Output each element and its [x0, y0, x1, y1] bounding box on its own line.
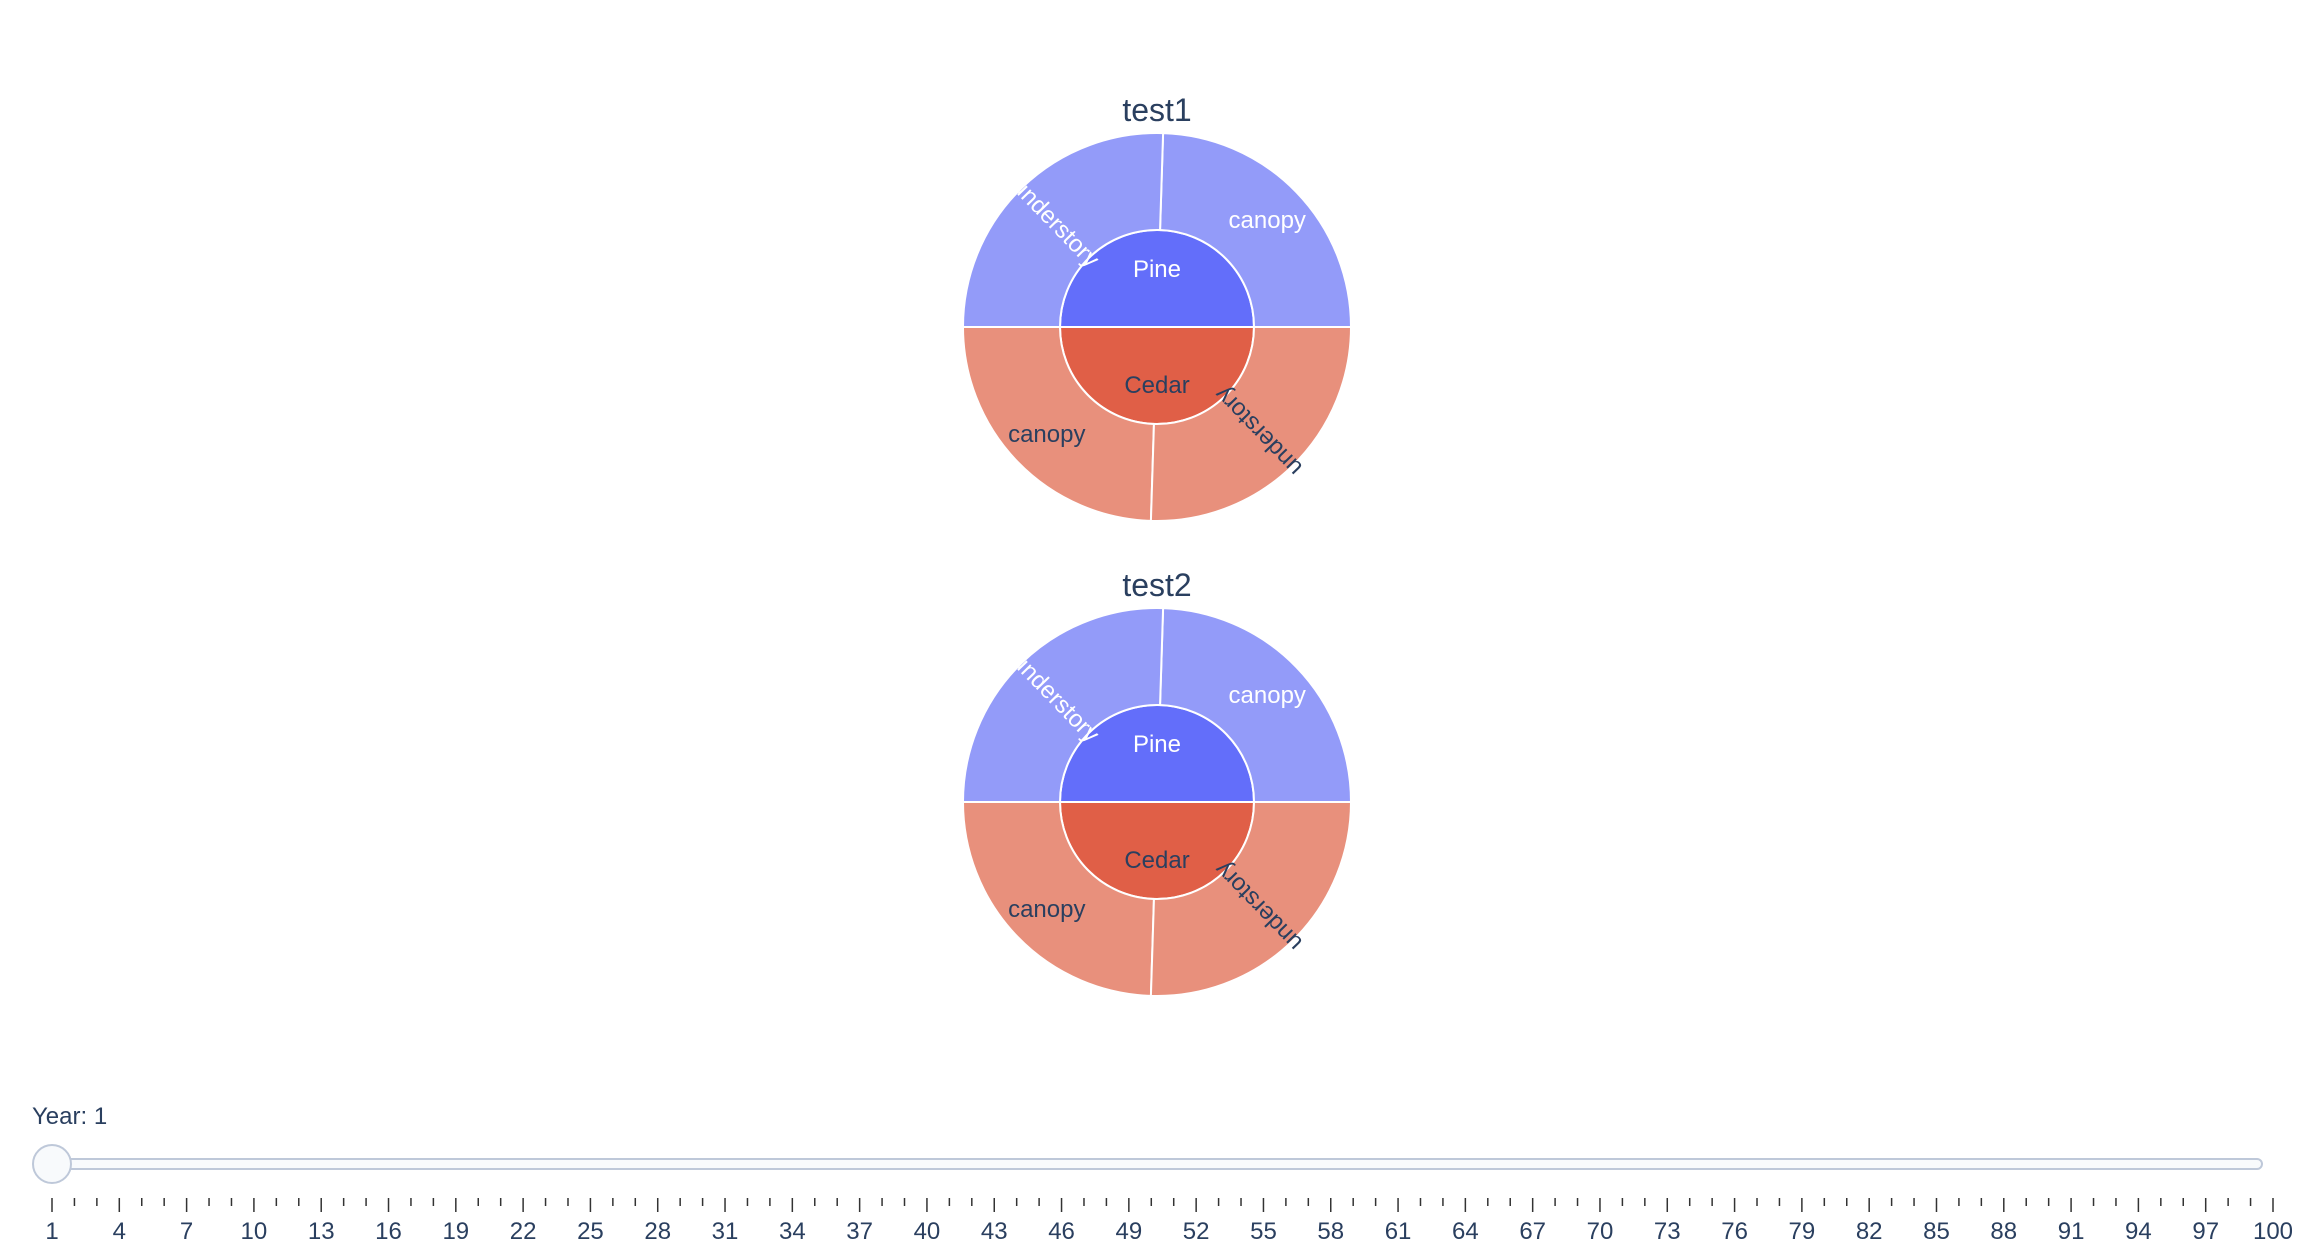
slider-tick-label[interactable]: 31	[712, 1218, 739, 1245]
slider-tick-label[interactable]: 46	[1048, 1218, 1075, 1245]
chart-title: test2	[1122, 567, 1191, 603]
chart-title: test1	[1122, 92, 1191, 128]
outer-sector-cedar-canopy[interactable]	[961, 801, 1155, 997]
slider-tick-label[interactable]: 61	[1385, 1218, 1412, 1245]
outer-sector-pine-canopy[interactable]	[1159, 132, 1353, 328]
slider-tick-label[interactable]: 19	[442, 1218, 469, 1245]
slider-handle[interactable]	[32, 1144, 72, 1184]
slider-tick-label[interactable]: 7	[180, 1218, 193, 1245]
slider-tick-label[interactable]: 25	[577, 1218, 604, 1245]
inner-label-cedar: Cedar	[1124, 372, 1189, 399]
slider-tick-label[interactable]: 73	[1654, 1218, 1681, 1245]
slider-tick-label[interactable]: 55	[1250, 1218, 1277, 1245]
slider-tick-label[interactable]: 37	[846, 1218, 873, 1245]
slider-tick-label[interactable]: 52	[1183, 1218, 1210, 1245]
slider-tick-label[interactable]: 40	[914, 1218, 941, 1245]
slider-tick-label[interactable]: 79	[1789, 1218, 1816, 1245]
slider-tick-label[interactable]: 91	[2058, 1218, 2085, 1245]
outer-label-pine-canopy: canopy	[1229, 207, 1306, 234]
slider-tick-label[interactable]: 43	[981, 1218, 1008, 1245]
slider-tick-label[interactable]: 22	[510, 1218, 537, 1245]
outer-label-pine-canopy: canopy	[1229, 682, 1306, 709]
inner-label-pine: Pine	[1133, 731, 1181, 758]
inner-label-cedar: Cedar	[1124, 847, 1189, 874]
slider-tick-label[interactable]: 4	[113, 1218, 126, 1245]
slider-tick-label[interactable]: 34	[779, 1218, 806, 1245]
slider-tick-label[interactable]: 97	[2192, 1218, 2219, 1245]
slider-tick-label[interactable]: 16	[375, 1218, 402, 1245]
slider-tick-label[interactable]: 82	[1856, 1218, 1883, 1245]
slider-tick-label[interactable]: 100	[2253, 1218, 2293, 1245]
outer-label-cedar-canopy: canopy	[1008, 421, 1085, 448]
outer-sector-cedar-canopy[interactable]	[961, 326, 1155, 522]
slider-tick-label[interactable]: 88	[1990, 1218, 2017, 1245]
outer-sector-cedar-understory[interactable]	[1149, 326, 1353, 522]
inner-label-pine: Pine	[1133, 256, 1181, 283]
outer-sector-pine-understory[interactable]	[961, 132, 1165, 328]
slider-tick-label[interactable]: 85	[1923, 1218, 1950, 1245]
slider-tick-label[interactable]: 67	[1519, 1218, 1546, 1245]
slider-tick-label[interactable]: 64	[1452, 1218, 1479, 1245]
slider-ticks: 1 4 7 10 13 16 19 22 25 28 31 34 37 40 43 46 49 52 55 58 61 6…	[45, 1198, 2293, 1245]
slider-tick-label[interactable]: 76	[1721, 1218, 1748, 1245]
outer-sector-pine-understory[interactable]	[961, 607, 1165, 803]
slider-tick-label[interactable]: 1	[45, 1218, 58, 1245]
slider-tick-label[interactable]: 70	[1587, 1218, 1614, 1245]
slider-current-value-label: Year: 1	[32, 1103, 107, 1130]
slider-tick-label[interactable]: 49	[1115, 1218, 1142, 1245]
slider-tick-label[interactable]: 10	[241, 1218, 268, 1245]
outer-label-cedar-canopy: canopy	[1008, 896, 1085, 923]
outer-sector-pine-canopy[interactable]	[1159, 607, 1353, 803]
year-slider[interactable]: Year: 1 1 4 7 10 13 16 19 22 25 28 31 34 37 40 43 46 49 5…	[32, 1103, 2293, 1245]
slider-rail[interactable]	[41, 1158, 2263, 1170]
slider-tick-label[interactable]: 28	[644, 1218, 671, 1245]
slider-tick-label[interactable]: 13	[308, 1218, 335, 1245]
slider-tick-label[interactable]: 58	[1317, 1218, 1344, 1245]
slider-tick-label[interactable]: 94	[2125, 1218, 2152, 1245]
outer-sector-cedar-understory[interactable]	[1149, 801, 1353, 997]
